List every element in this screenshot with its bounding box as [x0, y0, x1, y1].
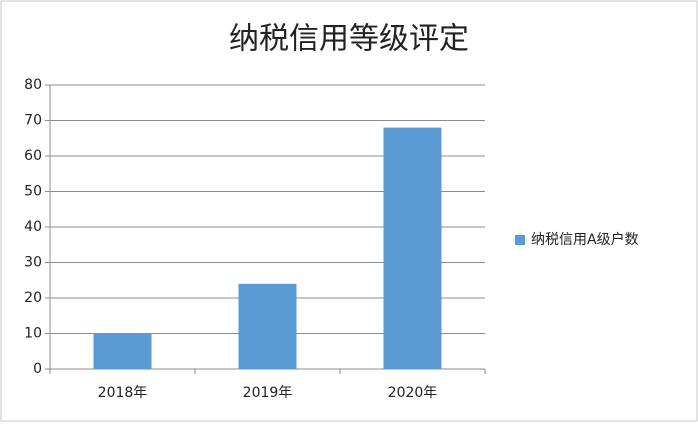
y-tick-label: 0 [33, 361, 42, 377]
y-tick-label: 20 [24, 290, 42, 306]
y-tick-label: 70 [24, 113, 42, 129]
bar [238, 283, 297, 369]
x-tick-label: 2019年 [243, 385, 293, 401]
legend-swatch [515, 235, 525, 245]
y-tick-label: 80 [24, 77, 42, 93]
y-tick-label: 10 [24, 326, 42, 342]
bar [383, 127, 442, 369]
y-tick-label: 40 [24, 219, 42, 235]
y-tick-label: 30 [24, 255, 42, 271]
chart-title: 纳税信用等级评定 [229, 22, 469, 57]
x-tick-label: 2020年 [388, 385, 438, 401]
x-tick-label: 2018年 [98, 385, 148, 401]
bar [93, 333, 152, 369]
legend-label: 纳税信用A级户数 [531, 231, 639, 248]
y-tick-label: 60 [24, 148, 42, 164]
y-tick-label: 50 [24, 184, 42, 200]
